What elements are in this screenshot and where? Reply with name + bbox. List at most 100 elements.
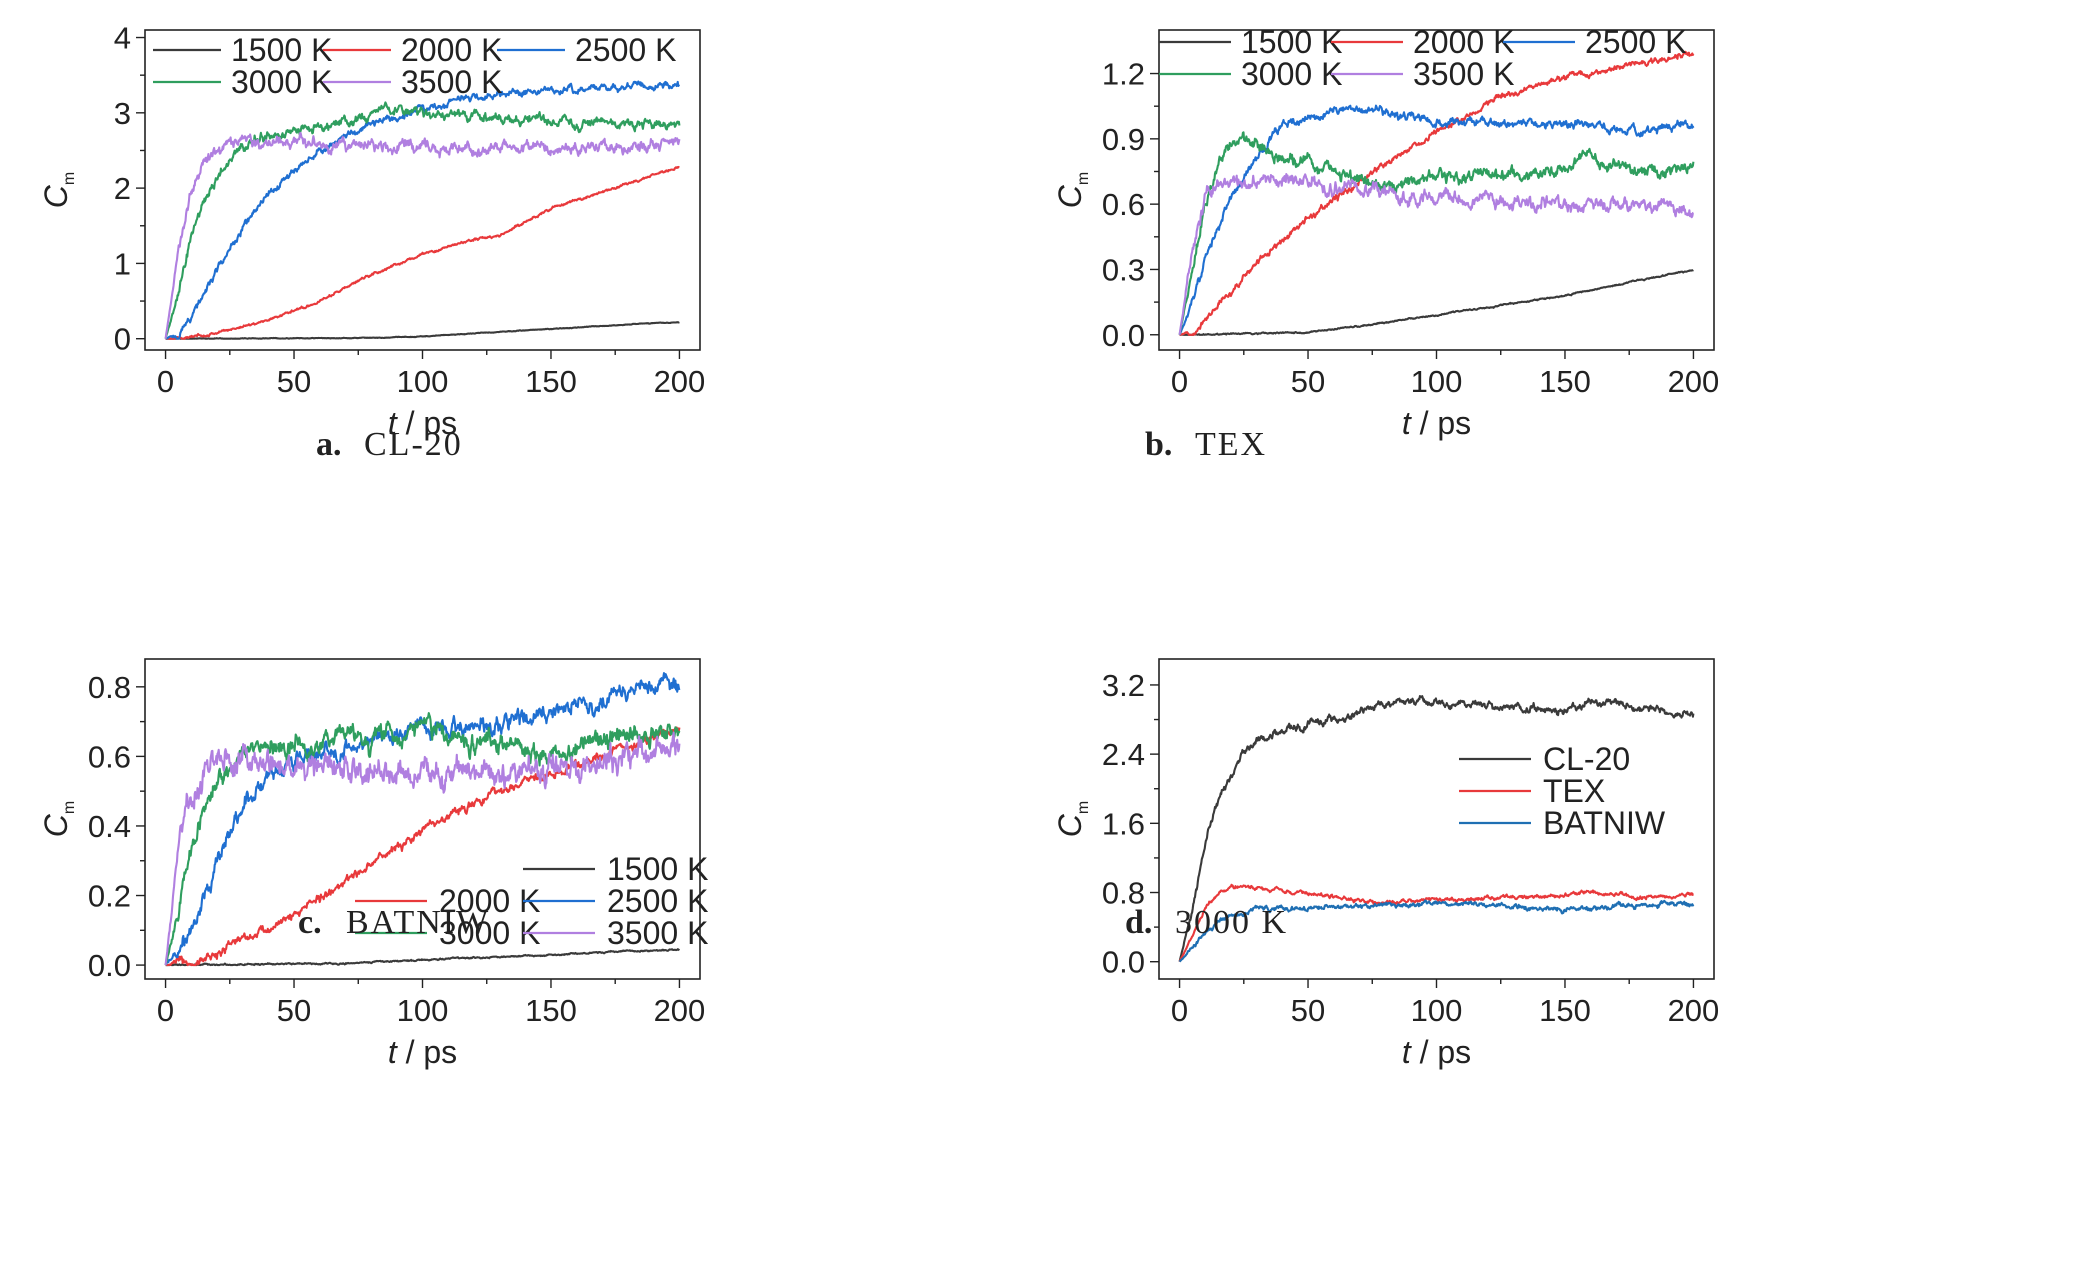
y-tick-label: 2.4 <box>1102 737 1145 772</box>
x-tick-label: 100 <box>1411 993 1463 1028</box>
legend-label-cl-20: CL-20 <box>1543 741 1630 777</box>
panel-a: 0 50 100 150 200 0 1 2 3 4 t / ps Cm 1500 K 2000 K 250… <box>0 0 1037 630</box>
x-tick-label: 150 <box>525 364 577 399</box>
series-group <box>164 80 681 340</box>
legend-label-tex: TEX <box>1543 773 1605 809</box>
caption-letter: b. <box>1145 426 1172 463</box>
y-tick-label: 1.2 <box>1102 57 1145 92</box>
y-tick-label: 0.8 <box>88 670 131 705</box>
y-tick-label: 0.0 <box>1102 318 1145 353</box>
y-tick-label: 4 <box>114 21 131 56</box>
legend-label-2000-k: 2000 K <box>1413 24 1514 60</box>
caption-name: TEX <box>1195 426 1267 463</box>
series-group <box>1178 694 1695 963</box>
caption-name: CL-20 <box>364 426 463 463</box>
x-tick-label: 200 <box>654 364 706 399</box>
y-axis-label-main: C <box>1052 184 1088 208</box>
legend-label-2000-k: 2000 K <box>401 32 502 68</box>
legend-label-3500-k: 3500 K <box>401 64 502 100</box>
x-axis-label-variable: t <box>1402 405 1412 441</box>
x-axis-label: t / ps <box>388 405 457 441</box>
legend-label-3500-k: 3500 K <box>607 915 708 951</box>
y-tick-label: 0.3 <box>1102 252 1145 287</box>
chart-d: 0 50 100 150 200 0.0 0.8 1.6 2.4 3.2 t / ps Cm CL-20… <box>1052 658 1719 1070</box>
x-tick-label: 50 <box>277 364 311 399</box>
x-axis-label-unit: / ps <box>1411 405 1471 441</box>
y-axis-label-main: C <box>1052 813 1088 837</box>
y-axis-label-subscript: m <box>1075 172 1092 185</box>
x-axis-label-unit: / ps <box>397 405 457 441</box>
y-tick-label: 0.0 <box>88 948 131 983</box>
x-axis-label-unit: / ps <box>1411 1034 1471 1070</box>
caption-letter: d. <box>1125 904 1152 941</box>
y-tick-label: 0.2 <box>88 879 131 914</box>
series-line-1500-k <box>165 321 680 340</box>
series-group <box>164 672 681 967</box>
caption-name: 3000 K <box>1175 904 1288 941</box>
series-line-3500-k <box>164 731 681 966</box>
x-tick-label: 200 <box>1668 364 1720 399</box>
series-line-2500-k <box>165 80 681 340</box>
caption-name: BATNIW <box>346 904 490 941</box>
series-group <box>1178 50 1695 336</box>
series-line-tex <box>1178 883 1694 963</box>
panel-d: 0 50 100 150 200 0.0 0.8 1.6 2.4 3.2 t / ps Cm CL-20… <box>1037 630 2074 1260</box>
y-axis-label: Cm <box>38 801 78 837</box>
x-tick-label: 50 <box>1291 364 1325 399</box>
y-axis-label-main: C <box>38 813 74 837</box>
series-line-3500-k <box>164 131 681 339</box>
legend-label-3000-k: 3000 K <box>231 64 332 100</box>
y-tick-label: 0.6 <box>1102 187 1145 222</box>
chart-b: 0 50 100 150 200 0.0 0.3 0.6 0.9 1.2 t / ps Cm 1500 … <box>1052 24 1720 463</box>
x-axis-label-variable: t <box>388 1034 398 1070</box>
series-line-3500-k <box>1178 173 1694 335</box>
y-axis-label: Cm <box>1052 172 1092 208</box>
y-tick-label: 0.4 <box>88 809 131 844</box>
series-line-1500-k <box>1179 269 1694 336</box>
series-line-2000-k <box>165 726 681 967</box>
series-line-1500-k <box>165 948 681 967</box>
x-axis-label: t / ps <box>1402 1034 1471 1070</box>
x-tick-label: 150 <box>525 993 577 1028</box>
y-axis-label: Cm <box>38 172 78 208</box>
legend-label-2500-k: 2500 K <box>1585 24 1686 60</box>
series-line-2000-k <box>1179 50 1695 336</box>
y-tick-label: 3.2 <box>1102 668 1145 703</box>
y-tick-label: 0.0 <box>1102 945 1145 980</box>
legend-label-3000-k: 3000 K <box>1241 56 1342 92</box>
x-tick-label: 50 <box>1291 993 1325 1028</box>
series-line-3000-k <box>164 712 681 966</box>
x-tick-label: 150 <box>1539 993 1591 1028</box>
chart-a: 0 50 100 150 200 0 1 2 3 4 t / ps Cm 1500 K 2000 K 250… <box>38 21 706 463</box>
x-tick-label: 100 <box>397 993 449 1028</box>
x-axis-label-variable: t <box>388 405 398 441</box>
y-tick-label: 1 <box>114 246 131 281</box>
y-axis-label-subscript: m <box>61 801 78 814</box>
panel-b: 0 50 100 150 200 0.0 0.3 0.6 0.9 1.2 t / ps Cm 1500 … <box>1037 0 2074 630</box>
x-axis-label: t / ps <box>1402 405 1471 441</box>
legend-label-1500-k: 1500 K <box>1241 24 1342 60</box>
y-axis-label-main: C <box>38 184 74 208</box>
legend-label-2500-k: 2500 K <box>607 883 708 919</box>
series-line-batniw <box>1178 899 1695 963</box>
legend-label-1500-k: 1500 K <box>231 32 332 68</box>
legend-label-2500-k: 2500 K <box>575 32 676 68</box>
series-line-3000-k <box>1178 131 1695 335</box>
series-line-2000-k <box>165 165 680 340</box>
y-axis-label-subscript: m <box>61 172 78 185</box>
x-tick-label: 200 <box>654 993 706 1028</box>
y-tick-label: 3 <box>114 96 131 131</box>
legend-label-3500-k: 3500 K <box>1413 56 1514 92</box>
caption-letter: a. <box>316 426 342 463</box>
x-tick-label: 100 <box>1411 364 1463 399</box>
legend-label-batniw: BATNIW <box>1543 805 1666 841</box>
x-axis-label: t / ps <box>388 1034 457 1070</box>
x-axis-label-variable: t <box>1402 1034 1412 1070</box>
series-line-cl-20 <box>1178 694 1695 962</box>
y-tick-label: 0.9 <box>1102 122 1145 157</box>
x-tick-label: 0 <box>1171 364 1188 399</box>
y-tick-label: 1.6 <box>1102 806 1145 841</box>
x-axis-label-unit: / ps <box>397 1034 457 1070</box>
x-tick-label: 150 <box>1539 364 1591 399</box>
